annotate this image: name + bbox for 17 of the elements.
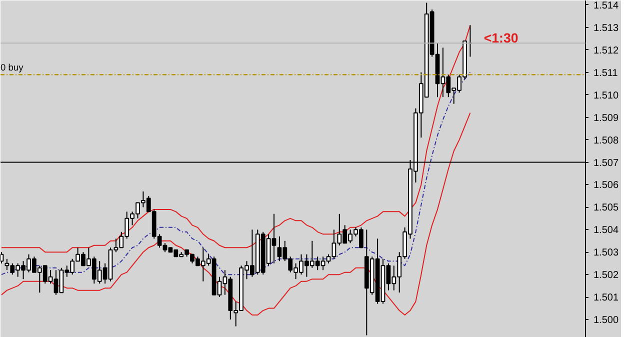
ref-line-label: 0 buy bbox=[0, 62, 24, 73]
y-tick-label: 1.507 bbox=[594, 158, 619, 169]
y-tick-label: 1.504 bbox=[594, 225, 619, 236]
y-tick-label: 1.508 bbox=[594, 135, 619, 146]
y-tick-label: 1.512 bbox=[594, 45, 619, 56]
y-tick-label: 1.513 bbox=[594, 22, 619, 34]
y-tick-label: 1.510 bbox=[594, 90, 619, 102]
y-tick-label: 1.509 bbox=[594, 112, 619, 124]
y-tick-label: 1.514 bbox=[594, 0, 619, 12]
y-tick-label: 1.500 bbox=[594, 315, 619, 326]
y-tick-label: 1.503 bbox=[594, 248, 619, 259]
text: <1:30 bbox=[484, 30, 518, 46]
y-tick-label: 1.511 bbox=[594, 68, 618, 79]
y-tick-label: 1.502 bbox=[594, 270, 619, 282]
y-tick-label: 1.506 bbox=[594, 180, 619, 192]
y-tick-label: 1.505 bbox=[594, 202, 619, 214]
y-tick-label: 1.501 bbox=[594, 292, 619, 304]
